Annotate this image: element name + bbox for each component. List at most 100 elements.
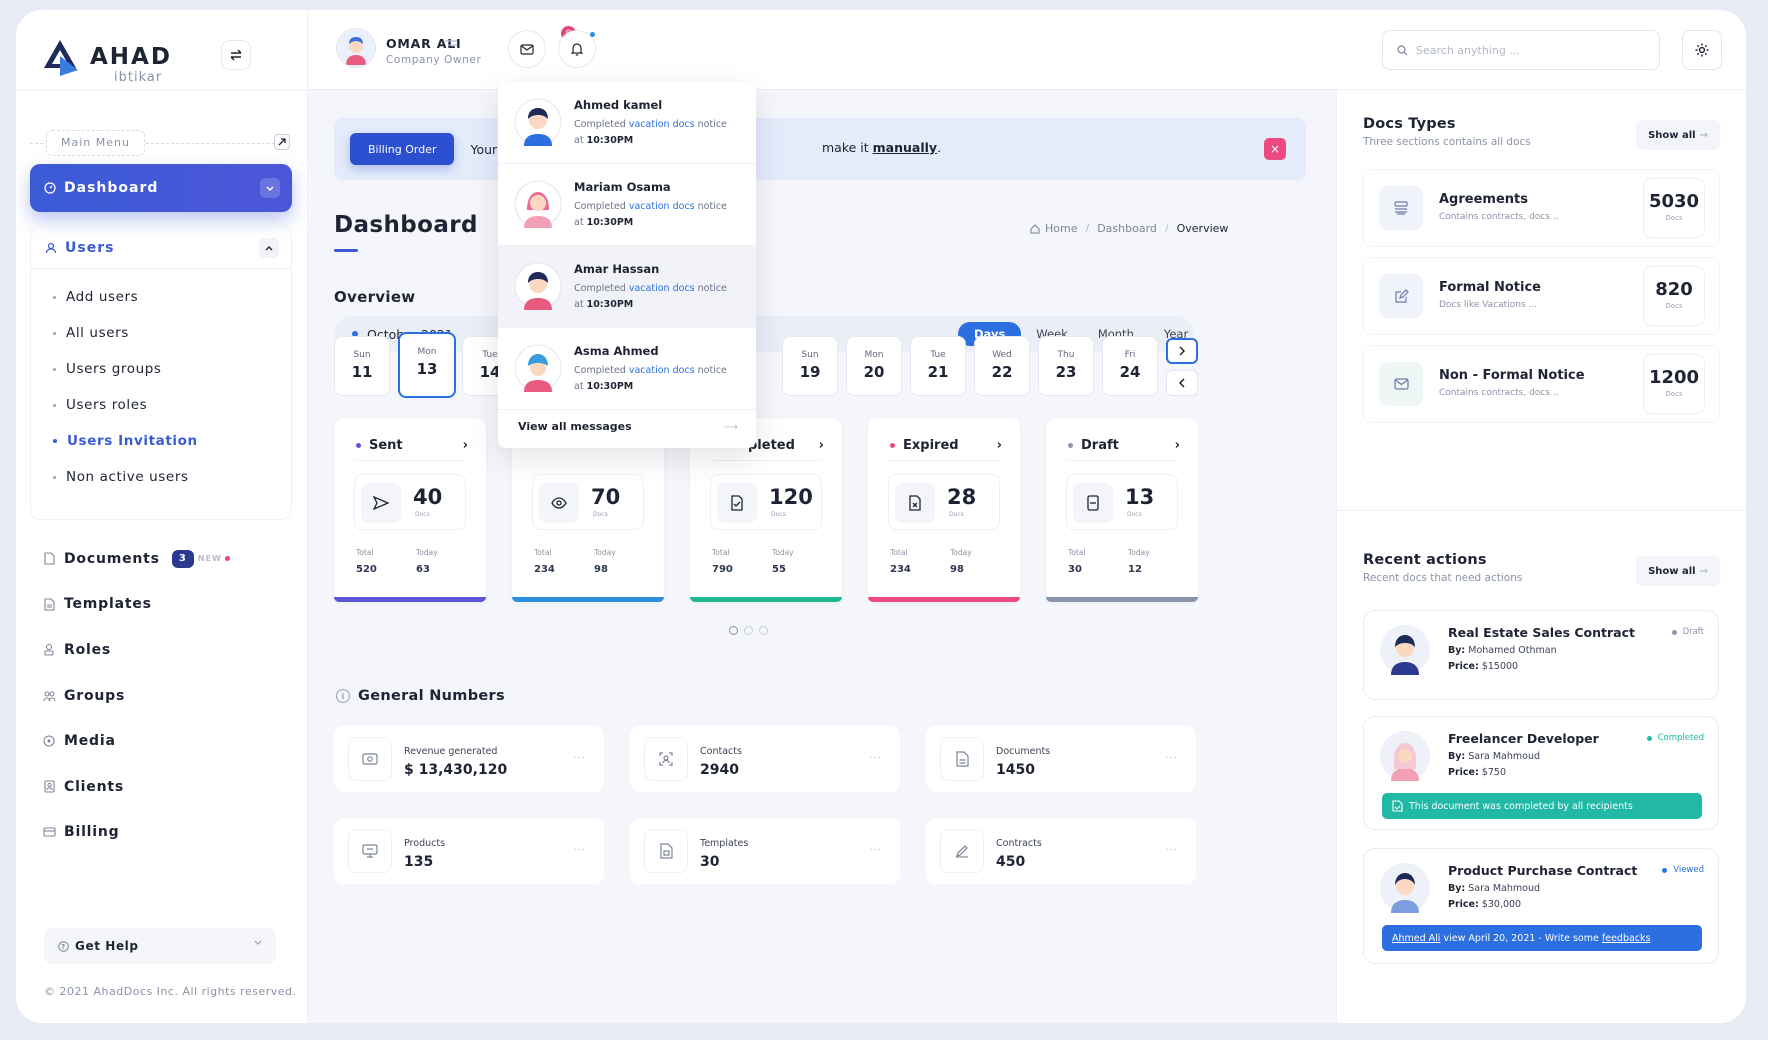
- more-button[interactable]: ...: [1165, 842, 1178, 853]
- message-item[interactable]: Mariam Osama Completed vacation docs not…: [498, 164, 756, 246]
- status-card-completed[interactable]: pleted › 120 Docs Total Today 790 55: [690, 418, 842, 602]
- get-help-button[interactable]: ? Get Help: [44, 928, 276, 964]
- open-chevron-icon[interactable]: ›: [996, 438, 1002, 453]
- docs-types-title: Docs Types: [1363, 116, 1456, 132]
- edit-icon: [1379, 274, 1423, 318]
- general-numbers-title: i General Numbers: [336, 688, 505, 704]
- manually-link[interactable]: manually: [872, 140, 938, 155]
- more-button[interactable]: ...: [869, 750, 882, 761]
- pin-menu-button[interactable]: [274, 134, 290, 150]
- recent-show-all-button[interactable]: Show all →: [1636, 556, 1720, 586]
- more-button[interactable]: ...: [573, 842, 586, 853]
- close-alert-button[interactable]: ×: [1264, 138, 1286, 160]
- messages-button[interactable]: [508, 30, 546, 68]
- breadcrumb-dashboard[interactable]: Dashboard: [1097, 222, 1157, 235]
- chevron-down-icon[interactable]: [260, 178, 280, 198]
- status-badge: Draft: [1671, 627, 1704, 637]
- more-button[interactable]: ...: [869, 842, 882, 853]
- day-item-selected[interactable]: Mon 13: [398, 332, 456, 398]
- day-item[interactable]: Sun 11: [334, 336, 390, 396]
- pager-dot[interactable]: [744, 626, 753, 635]
- doc-check-icon: [1392, 800, 1403, 812]
- sidebar-item-groups[interactable]: Groups: [42, 673, 282, 719]
- collapse-sidebar-button[interactable]: [221, 40, 251, 70]
- stat-templates[interactable]: Templates 30...: [630, 818, 900, 884]
- day-item[interactable]: Fri 24: [1102, 336, 1158, 396]
- resize-icon: [278, 138, 286, 146]
- breadcrumb-home[interactable]: Home: [1045, 222, 1078, 235]
- card-today: 12: [1128, 564, 1142, 575]
- next-days-button[interactable]: [1166, 338, 1198, 364]
- status-card-viewed[interactable]: 70 Docs Total Today 234 98: [512, 418, 664, 602]
- media-icon: [42, 734, 56, 748]
- doc-type-agreements[interactable]: Agreements Contains contracts, docs .. 50…: [1363, 170, 1719, 246]
- settings-button[interactable]: [1682, 30, 1722, 70]
- main-menu-header: Main Menu: [30, 130, 290, 156]
- range-year[interactable]: Year: [1163, 327, 1189, 341]
- recent-item-real-estate[interactable]: Real Estate Sales Contract By: Mohamed O…: [1363, 610, 1719, 700]
- day-item[interactable]: Thu 23: [1038, 336, 1094, 396]
- message-item[interactable]: Amar Hassan Completed vacation docs noti…: [498, 246, 756, 328]
- sidebar-item-roles[interactable]: Roles: [42, 627, 282, 673]
- brand-name: AHAD: [90, 44, 172, 70]
- sidebar-item-clients[interactable]: Clients: [42, 764, 282, 810]
- more-button[interactable]: ...: [573, 750, 586, 761]
- doc-type-non-formal-notice[interactable]: Non - Formal Notice Contains contracts, d…: [1363, 346, 1719, 422]
- open-chevron-icon[interactable]: ›: [462, 438, 468, 453]
- day-item[interactable]: Wed 22: [974, 336, 1030, 396]
- recent-item-product-purchase[interactable]: Product Purchase Contract By: Sara Mahmo…: [1363, 848, 1719, 964]
- chevron-up-icon[interactable]: [259, 238, 279, 258]
- note-user-link[interactable]: Ahmed Ali: [1392, 932, 1441, 944]
- status-card-draft[interactable]: Draft › 13 Docs Total Today 30 12: [1046, 418, 1198, 602]
- search-input[interactable]: [1416, 43, 1636, 57]
- sidebar-item-billing[interactable]: Billing: [42, 810, 282, 856]
- pager-dot[interactable]: [759, 626, 768, 635]
- message-item[interactable]: Ahmed kamel Completed vacation docs noti…: [498, 82, 756, 164]
- open-chevron-icon[interactable]: ›: [1174, 438, 1180, 453]
- status-card-expired[interactable]: Expired › 28 Docs Total Today 234 98: [868, 418, 1020, 602]
- user-avatar[interactable]: [336, 28, 376, 68]
- notifications-button[interactable]: [558, 30, 596, 68]
- docs-types-show-all-button[interactable]: Show all →: [1636, 120, 1720, 150]
- pager-dot[interactable]: [729, 626, 738, 635]
- carousel-pager: [726, 626, 771, 635]
- submenu-users-roles[interactable]: Users roles: [31, 387, 291, 423]
- sidebar-item-media[interactable]: Media: [42, 718, 282, 764]
- stat-revenue[interactable]: Revenue generated $ 13,430,120...: [334, 726, 604, 792]
- doc-type-formal-notice[interactable]: Formal Notice Docs like Vacations ... 820…: [1363, 258, 1719, 334]
- sidebar-item-dashboard[interactable]: Dashboard: [30, 164, 292, 212]
- search-field[interactable]: [1382, 30, 1660, 70]
- submenu-all-users[interactable]: All users: [31, 315, 291, 351]
- status-card-sent[interactable]: Sent › 40 Docs Total Today 520 63: [334, 418, 486, 602]
- submenu-users-invitation[interactable]: Users Invitation: [31, 423, 291, 459]
- stat-documents[interactable]: Documents 1450...: [926, 726, 1196, 792]
- gear-icon: [1695, 43, 1709, 57]
- open-chevron-icon[interactable]: ›: [818, 438, 824, 453]
- menu-lines-icon[interactable]: [444, 40, 458, 48]
- sidebar-item-label: Dashboard: [64, 180, 159, 196]
- stat-contracts[interactable]: Contracts 450...: [926, 818, 1196, 884]
- more-button[interactable]: ...: [1165, 750, 1178, 761]
- message-item[interactable]: Asma Ahmed Completed vacation docs notic…: [498, 328, 756, 410]
- stat-contacts[interactable]: Contacts 2940...: [630, 726, 900, 792]
- day-item[interactable]: Mon 20: [846, 336, 902, 396]
- submenu-add-users[interactable]: Add users: [31, 279, 291, 315]
- feedbacks-link[interactable]: feedbacks: [1601, 932, 1651, 944]
- sidebar-item-documents[interactable]: Documents 3 NEW: [42, 536, 282, 582]
- recent-item-freelancer[interactable]: Freelancer Developer By: Sara Mahmoud Pr…: [1363, 716, 1719, 830]
- day-item[interactable]: Tue 21: [910, 336, 966, 396]
- view-all-messages-link[interactable]: View all messages: [518, 420, 632, 433]
- billing-order-button[interactable]: Billing Order: [350, 133, 455, 165]
- sidebar-item-templates[interactable]: Templates: [42, 582, 282, 628]
- submenu-users-groups[interactable]: Users groups: [31, 351, 291, 387]
- document-icon: [42, 552, 56, 566]
- day-item[interactable]: Sun 19: [782, 336, 838, 396]
- user-name[interactable]: OMAR ALI: [386, 36, 462, 51]
- card-today: 55: [772, 564, 786, 575]
- doc-check-icon: [717, 483, 757, 523]
- docs-types-subtitle: Three sections contains all docs: [1363, 136, 1531, 148]
- stat-products[interactable]: Products 135...: [334, 818, 604, 884]
- sidebar-item-users[interactable]: Users: [31, 227, 291, 269]
- prev-days-button[interactable]: [1166, 370, 1198, 396]
- submenu-non-active-users[interactable]: Non active users: [31, 459, 291, 495]
